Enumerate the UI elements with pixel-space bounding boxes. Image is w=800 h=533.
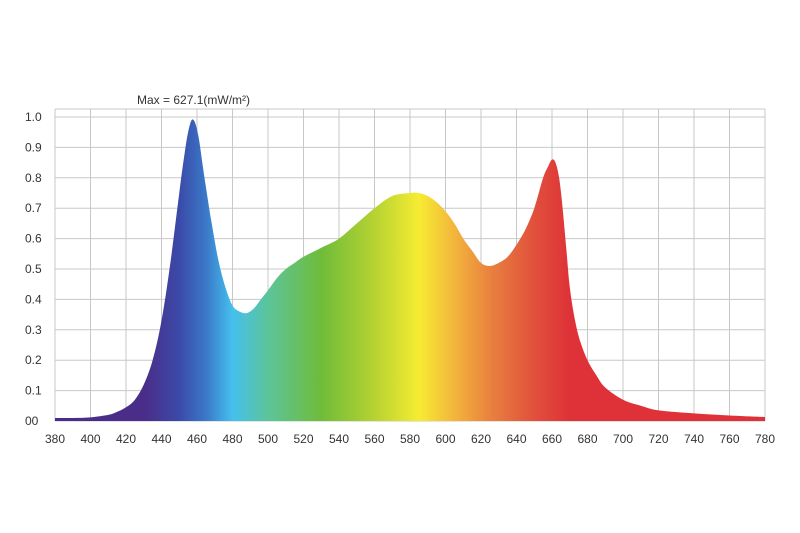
x-tick-label: 400 [80, 432, 100, 446]
x-tick-label: 520 [293, 432, 313, 446]
x-tick-label: 480 [222, 432, 242, 446]
y-tick-label: 00 [25, 414, 39, 428]
y-tick-label: 0.3 [25, 323, 42, 337]
y-tick-label: 0.5 [25, 262, 42, 276]
x-tick-label: 580 [400, 432, 420, 446]
x-tick-label: 540 [329, 432, 349, 446]
x-tick-label: 660 [542, 432, 562, 446]
spectrum-area [55, 119, 765, 421]
max-annotation: Max = 627.1(mW/m²) [137, 93, 250, 107]
y-tick-label: 1.0 [25, 110, 42, 124]
y-tick-label: 0.2 [25, 353, 42, 367]
x-tick-label: 760 [719, 432, 739, 446]
y-tick-label: 0.8 [25, 171, 42, 185]
x-tick-label: 620 [471, 432, 491, 446]
x-tick-label: 460 [187, 432, 207, 446]
x-tick-label: 740 [684, 432, 704, 446]
x-tick-label: 380 [45, 432, 65, 446]
x-tick-label: 680 [577, 432, 597, 446]
y-tick-label: 0.4 [25, 292, 42, 306]
x-tick-label: 780 [755, 432, 775, 446]
x-tick-label: 600 [435, 432, 455, 446]
x-tick-label: 700 [613, 432, 633, 446]
x-tick-label: 420 [116, 432, 136, 446]
x-tick-label: 560 [364, 432, 384, 446]
x-tick-label: 720 [648, 432, 668, 446]
y-tick-label: 0.6 [25, 232, 42, 246]
x-axis-tick-labels: 380 400 420 440 460 480 500 520 540 560 580 600 620 6… [45, 432, 775, 446]
x-tick-label: 440 [151, 432, 171, 446]
x-tick-label: 640 [506, 432, 526, 446]
y-tick-label: 0.9 [25, 140, 42, 154]
y-tick-label: 0.1 [25, 384, 42, 398]
y-tick-label: 0.7 [25, 201, 42, 215]
x-tick-label: 500 [258, 432, 278, 446]
y-axis-tick-labels: 00 0.1 0.2 0.3 0.4 0.5 0.6 0.7 0.8 0.9 1.0 [25, 110, 42, 428]
